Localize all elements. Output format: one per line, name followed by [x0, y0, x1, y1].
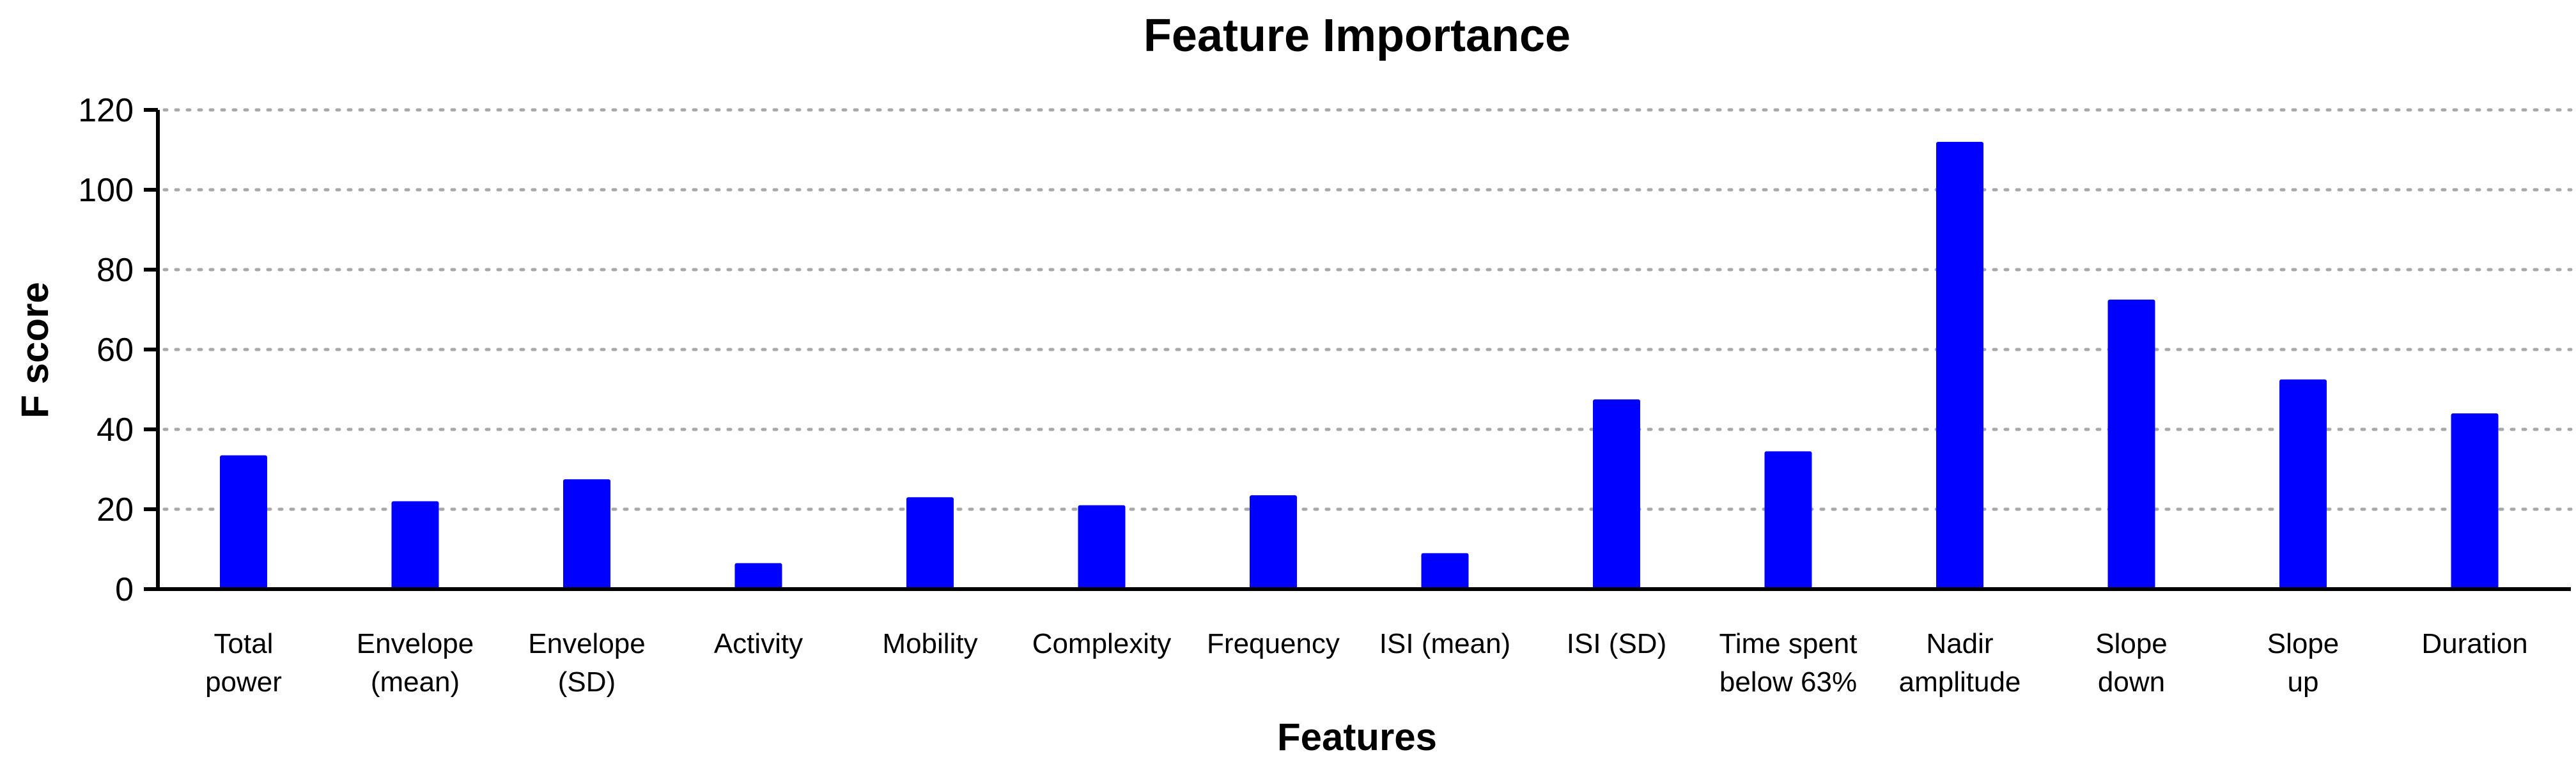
bar	[2107, 299, 2155, 589]
y-tick-label: 40	[97, 411, 134, 449]
bar	[220, 455, 267, 589]
chart-title: Feature Importance	[1144, 10, 1571, 61]
bars	[220, 142, 2499, 589]
bar	[734, 563, 782, 589]
bar	[1421, 553, 1469, 589]
y-tick-label: 100	[78, 172, 134, 209]
y-tick-label: 0	[115, 571, 134, 608]
bar	[1078, 505, 1126, 589]
y-tick-label: 80	[97, 252, 134, 289]
x-axis-category-labels: Total power Envelope (mean) Envelope (SD) Acti…	[205, 628, 2528, 698]
x-tick-label: Slope up	[2267, 628, 2339, 698]
x-tick-label: Nadir amplitude	[1899, 628, 2021, 698]
x-tick-label: ISI (mean)	[1379, 628, 1510, 659]
x-tick-label: Mobility	[882, 628, 977, 659]
bar	[1936, 142, 1983, 589]
bar	[1250, 495, 1297, 589]
x-tick-label: Envelope (mean)	[357, 628, 474, 698]
x-tick-label: Envelope (SD)	[528, 628, 645, 698]
y-axis-ticks: 0 20 40 60 80 100 120	[78, 92, 158, 608]
x-tick-label: Time spent below 63%	[1719, 628, 1857, 698]
bar	[2279, 379, 2327, 589]
bar	[391, 501, 439, 589]
x-tick-label: ISI (SD)	[1567, 628, 1666, 659]
gridlines	[162, 108, 2573, 511]
bar	[1764, 451, 1812, 589]
y-axis-title: F score	[13, 282, 56, 418]
y-tick-label: 60	[97, 332, 134, 369]
bar	[1593, 399, 1640, 589]
x-tick-label: Complexity	[1032, 628, 1172, 659]
x-tick-label: Total power	[205, 628, 282, 698]
x-tick-label: Activity	[714, 628, 803, 659]
x-tick-label: Slope down	[2095, 628, 2168, 698]
y-tick-label: 20	[97, 491, 134, 528]
bar	[563, 479, 610, 589]
x-tick-label: Frequency	[1207, 628, 1340, 659]
y-tick-label: 120	[78, 92, 134, 129]
x-tick-label: Duration	[2421, 628, 2527, 659]
bar	[2451, 413, 2499, 589]
x-axis-title: Features	[1277, 716, 1437, 758]
bar	[906, 497, 954, 589]
